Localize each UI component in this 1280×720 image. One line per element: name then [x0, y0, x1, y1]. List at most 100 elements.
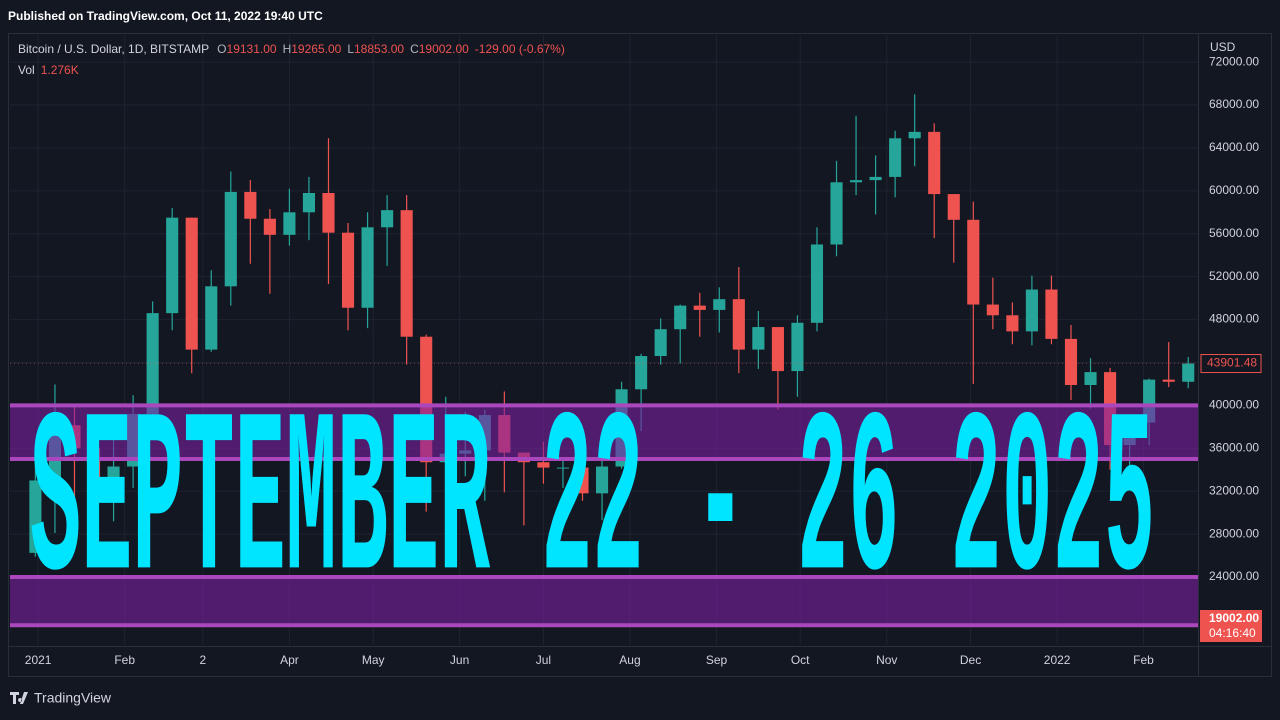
x-tick-label: Apr — [280, 653, 299, 667]
published-note: Published on TradingView.com, Oct 11, 20… — [8, 9, 323, 23]
candle-body — [928, 131, 941, 195]
zone — [10, 576, 1198, 626]
change: -129.00 (-0.67%) — [475, 42, 565, 56]
x-tick-label: Aug — [619, 653, 640, 667]
last-price-tag: 43901.48 — [1207, 356, 1257, 370]
x-tick-label: Feb — [114, 653, 135, 667]
ohlc-label: O — [217, 42, 226, 56]
x-tick-label: Oct — [791, 653, 810, 667]
symbol: Bitcoin / U.S. Dollar, 1D, BITSTAMP — [18, 42, 209, 56]
current-price-bg — [1200, 610, 1262, 642]
y-tick-label: 24000.00 — [1209, 569, 1259, 583]
candle-body — [830, 182, 843, 245]
countdown: 04:16:40 — [1209, 626, 1256, 640]
candle-body — [1162, 379, 1175, 382]
x-tick-label: Feb — [1133, 653, 1154, 667]
x-tick-label: May — [362, 653, 385, 667]
candle-body — [908, 131, 921, 139]
y-tick-label: 56000.00 — [1209, 226, 1259, 240]
x-tick-label: 2021 — [25, 653, 52, 667]
candle-body — [185, 217, 198, 350]
ohlc-label: H — [283, 42, 292, 56]
ohlc-value: 18853.00 — [354, 42, 404, 56]
vol-label: Vol — [18, 63, 35, 77]
candle-body — [1025, 289, 1038, 332]
candle-body — [537, 462, 550, 468]
price-unit: USD — [1210, 40, 1236, 54]
x-tick-label: Sep — [706, 653, 728, 667]
candle-body — [1064, 338, 1078, 385]
current-price: 19002.00 — [1209, 611, 1259, 625]
x-tick-label: Jul — [536, 653, 551, 667]
x-tick-label: 2 — [200, 653, 207, 667]
candle-body — [889, 138, 902, 177]
footer-brand: TradingView — [10, 690, 112, 706]
candle-body — [107, 466, 120, 491]
y-tick-label: 52000.00 — [1209, 269, 1259, 283]
axes: 24000.00 28000.00 32000.00 36000.00 40000.00… — [10, 54, 1262, 667]
candle-body — [341, 232, 355, 308]
candle-body — [791, 322, 804, 372]
candle-body — [713, 299, 726, 310]
overlay-text: SEPTEMBER 22 - 26 2025 — [30, 374, 1155, 638]
vol-value: 1.276K — [41, 63, 79, 77]
candle-body — [654, 329, 667, 357]
legend-line: Bitcoin / U.S. Dollar, 1D, BITSTAMP O1913… — [18, 42, 565, 56]
ohlc-value: 19131.00 — [227, 42, 277, 56]
candle-body — [595, 466, 609, 494]
candle-body — [302, 192, 316, 213]
candle-body — [361, 227, 374, 308]
candle-body — [381, 210, 394, 228]
x-tick-label: Jun — [450, 653, 469, 667]
current-price-tag: 19002.00 04:16:40 — [1200, 610, 1262, 642]
candle-body — [1084, 372, 1097, 385]
y-tick-label: 72000.00 — [1209, 54, 1259, 68]
candle-body — [635, 356, 648, 390]
y-tick-label: 40000.00 — [1209, 398, 1259, 412]
candle-body — [967, 219, 980, 305]
candle-body — [263, 218, 276, 235]
candle-body — [986, 304, 999, 316]
y-tick-label: 64000.00 — [1209, 140, 1259, 154]
candle-body — [810, 244, 824, 323]
ohlc-value: 19265.00 — [291, 42, 341, 56]
y-tick-label: 68000.00 — [1209, 97, 1259, 111]
candle-body — [732, 299, 745, 350]
last-price-tag-bg — [1200, 354, 1262, 374]
brand-logo — [10, 692, 28, 704]
zone — [10, 405, 1198, 460]
candle-body — [400, 210, 413, 337]
candle-body — [1045, 289, 1058, 339]
candle-body — [752, 327, 765, 350]
ohlc-label: C — [410, 42, 419, 56]
brand-name: TradingView — [34, 690, 112, 706]
volume-legend: Vol 1.276K — [18, 63, 79, 77]
candle-body — [1182, 363, 1195, 382]
y-tick-label: 48000.00 — [1209, 312, 1259, 326]
candle-body — [674, 305, 687, 330]
x-tick-label: Dec — [960, 653, 981, 667]
candle-body — [850, 180, 863, 183]
candle-body — [693, 305, 706, 310]
candle-body — [947, 194, 960, 220]
candle-body — [283, 212, 296, 235]
candle-body — [576, 467, 589, 494]
ohlc-value: 19002.00 — [419, 42, 469, 56]
frame — [8, 33, 1272, 677]
x-tick-label: Nov — [876, 653, 897, 667]
zones — [10, 403, 1198, 628]
candle-body — [244, 191, 257, 219]
candle-body — [29, 480, 42, 553]
candle-body — [556, 467, 570, 469]
candle-body — [146, 313, 159, 414]
candle-body — [205, 286, 218, 350]
candle-body — [771, 327, 784, 372]
y-tick-label: 32000.00 — [1209, 483, 1259, 497]
y-tick-label: 60000.00 — [1209, 183, 1259, 197]
candle-body — [166, 217, 179, 314]
candle-body — [869, 176, 882, 181]
ohlc-label: L — [347, 42, 354, 56]
y-tick-label: 28000.00 — [1209, 526, 1259, 540]
